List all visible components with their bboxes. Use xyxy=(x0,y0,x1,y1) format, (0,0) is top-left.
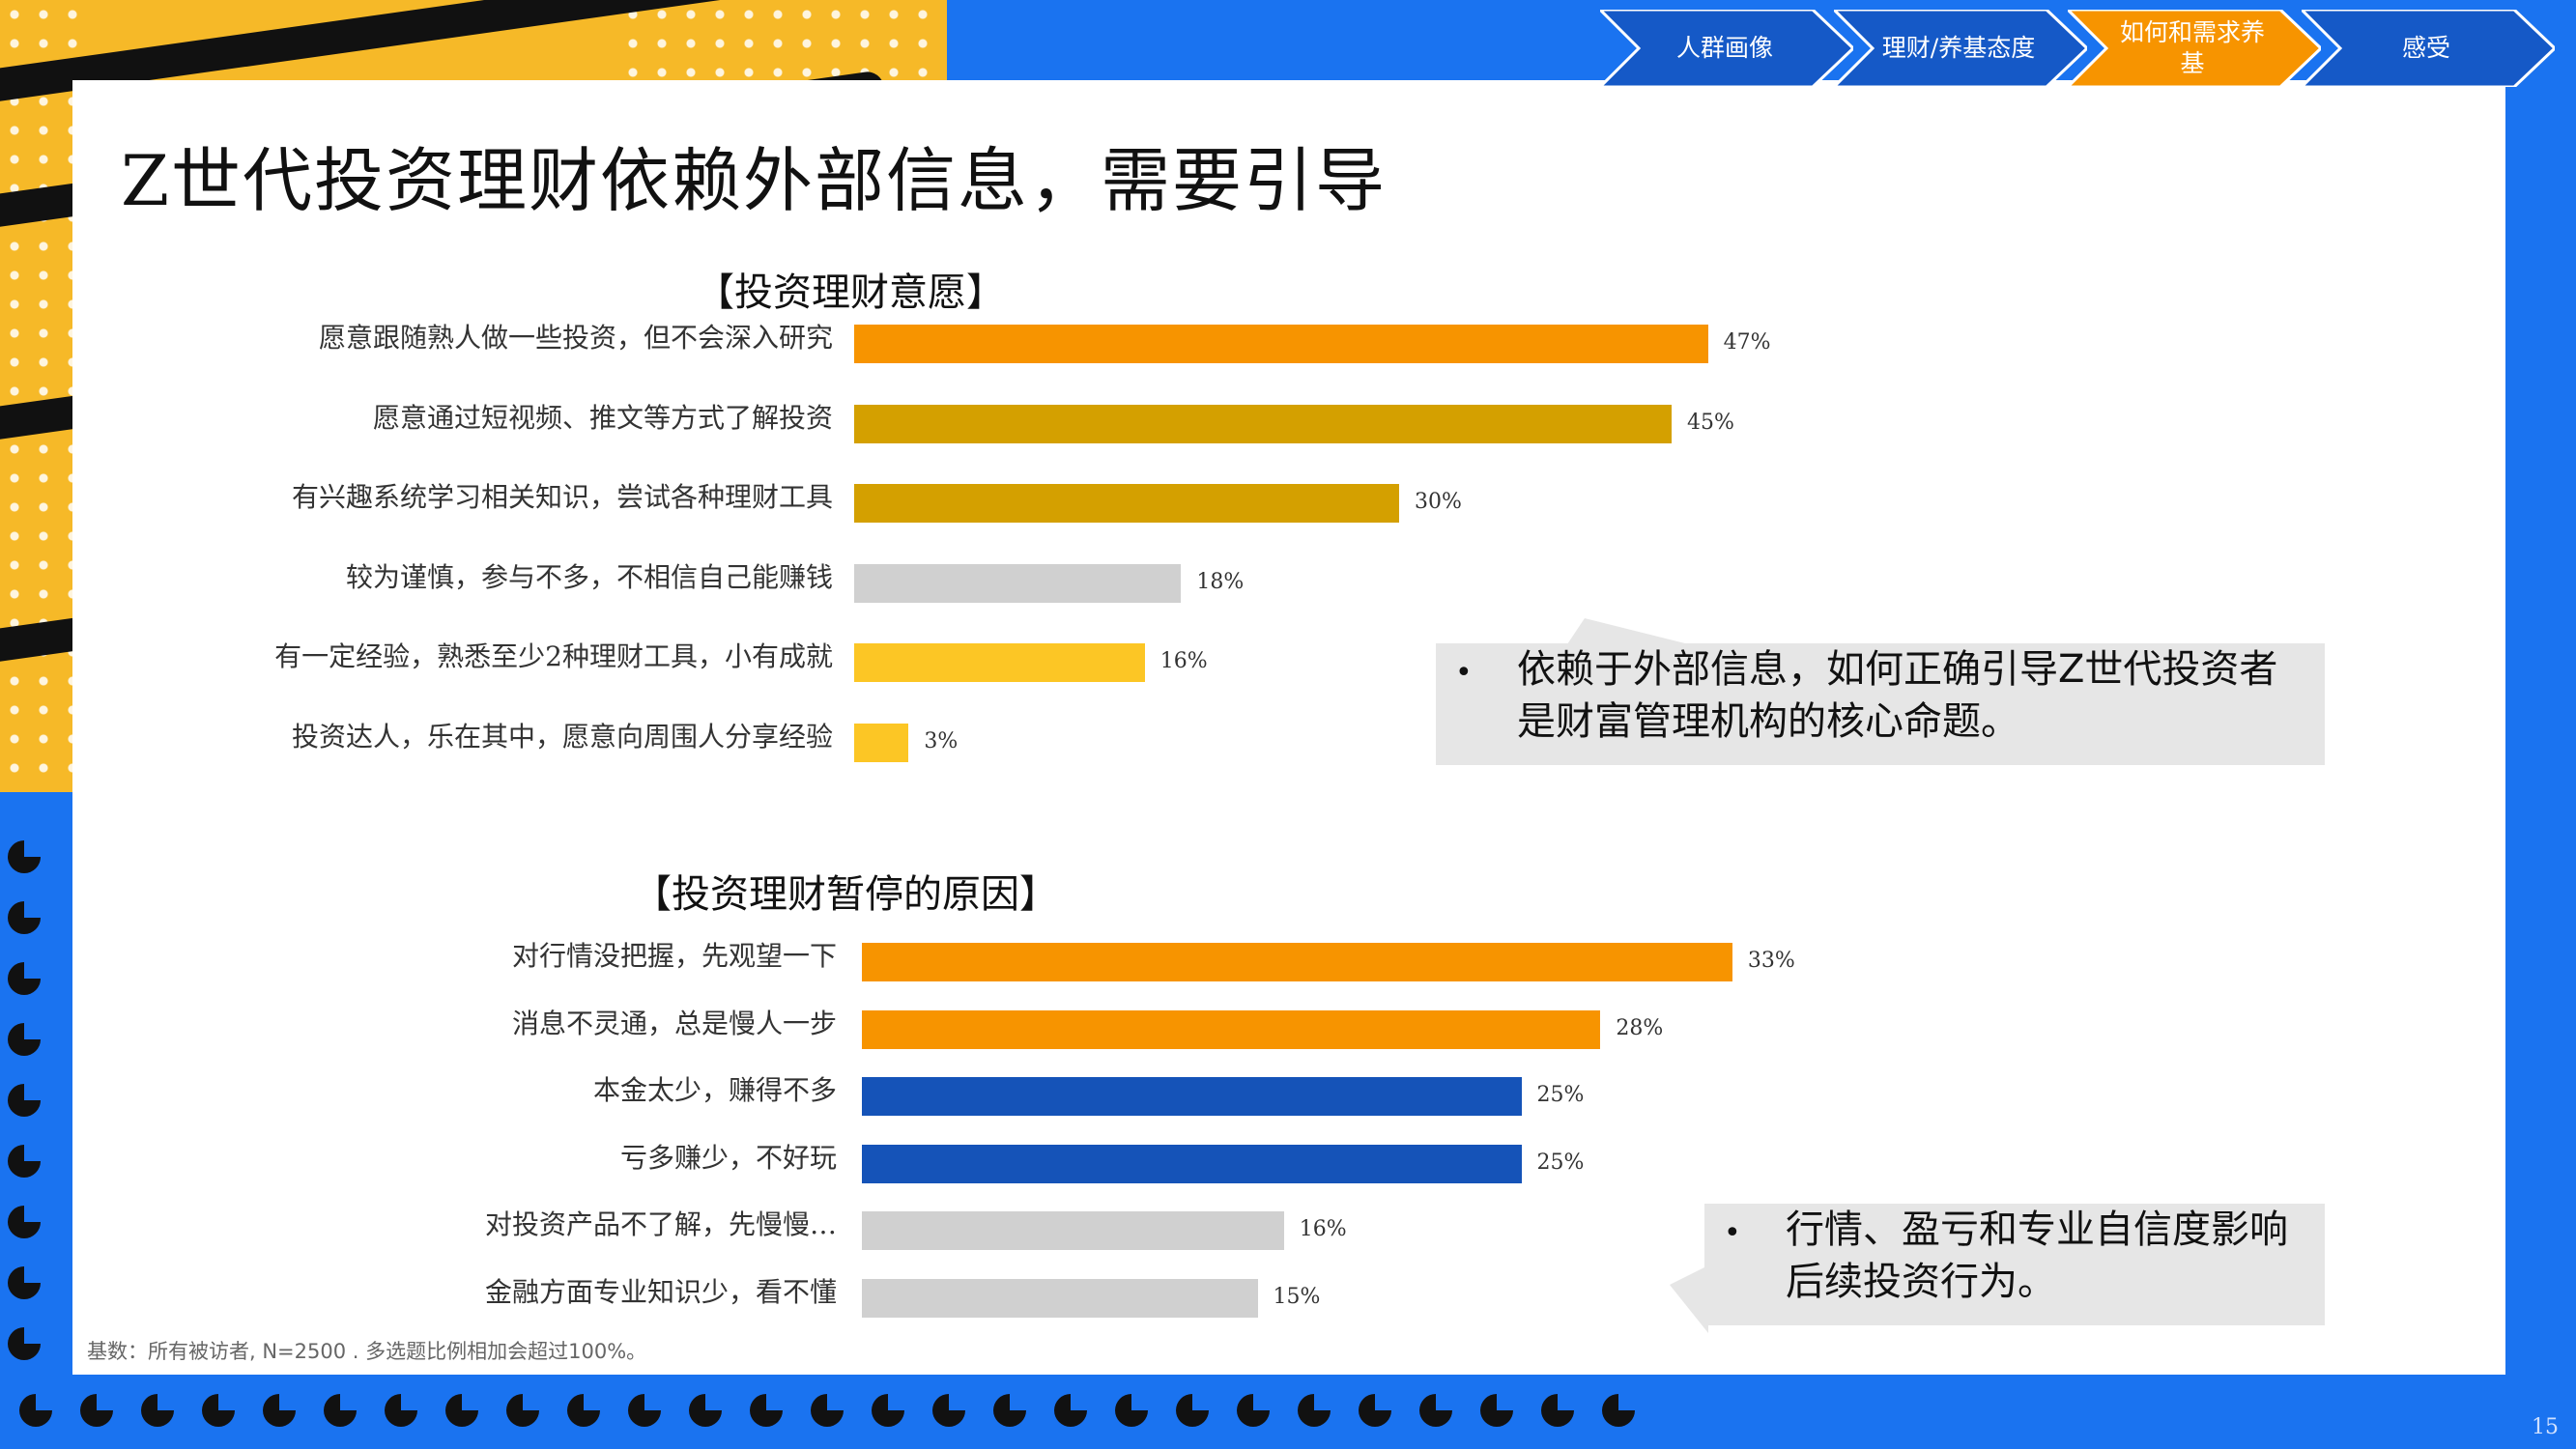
nav-item-persona[interactable]: 人群画像 xyxy=(1600,10,1853,87)
nav-item-attitude[interactable]: 理财/养基态度 xyxy=(1834,10,2087,87)
bar xyxy=(862,943,1732,981)
bar-value-label: 28% xyxy=(1616,1015,1664,1040)
callout-text: 依赖于外部信息，如何正确引导Z世代投资者是财富管理机构的核心命题。 xyxy=(1517,647,2278,744)
callout-text: 行情、盈亏和专业自信度影响后续投资行为。 xyxy=(1786,1208,2288,1304)
callout-pointer xyxy=(1670,1265,1708,1333)
bar-category-label: 本金太少，赚得不多 xyxy=(592,1074,837,1107)
chevron-shape xyxy=(1834,10,2087,87)
page-title: Z世代投资理财依赖外部信息，需要引导 xyxy=(121,140,1388,221)
bar xyxy=(862,1077,1522,1117)
dot-pattern-decoration-top xyxy=(618,0,947,77)
bar-value-label: 33% xyxy=(1747,949,1795,973)
bar-value-label: 45% xyxy=(1687,410,1734,435)
chevron-shape xyxy=(1600,10,1853,87)
bar-category-label: 亏多赚少，不好玩 xyxy=(619,1141,837,1174)
bar xyxy=(854,325,1708,363)
pac-column-decoration xyxy=(8,840,66,1388)
nav-item-how-needs[interactable]: 如何和需求养基 xyxy=(2068,10,2321,87)
bar-category-label: 有一定经验，熟悉至少2种理财工具，小有成就 xyxy=(274,640,833,672)
chart-title: 【投资理财意愿】 xyxy=(696,270,1005,315)
bar-category-label: 有兴趣系统学习相关知识，尝试各种理财工具 xyxy=(291,481,833,513)
bar-value-label: 18% xyxy=(1196,569,1245,594)
callout-pointer xyxy=(1565,618,1701,647)
chevron-shape xyxy=(2068,10,2321,87)
bar xyxy=(862,1279,1258,1318)
bar xyxy=(854,723,909,762)
callout-box-1: • 依赖于外部信息，如何正确引导Z世代投资者是财富管理机构的核心命题。 xyxy=(1436,643,2325,765)
bar-category-label: 较为谨慎，参与不多，不相信自己能赚钱 xyxy=(345,560,833,593)
bullet: • xyxy=(1455,656,1473,690)
bar-value-label: 25% xyxy=(1536,1150,1585,1175)
bar-category-label: 金融方面专业知识少，看不懂 xyxy=(484,1276,837,1308)
bar-category-label: 消息不灵通，总是慢人一步 xyxy=(511,1007,837,1039)
section-nav: 人群画像 理财/养基态度 如何和需求养基 感受 xyxy=(1600,10,2555,87)
bar xyxy=(862,1211,1284,1251)
bar xyxy=(854,484,1399,523)
bar xyxy=(862,1144,1522,1183)
callout-box-2: • 行情、盈亏和专业自信度影响后续投资行为。 xyxy=(1704,1204,2325,1325)
bar-category-label: 投资达人，乐在其中，愿意向周围人分享经验 xyxy=(291,720,833,753)
bar-value-label: 25% xyxy=(1536,1083,1585,1108)
nav-item-label: 如何和需求养基 xyxy=(2119,18,2265,77)
base-note: 基数：所有被访者, N=2500 . 多选题比例相加会超过100%。 xyxy=(87,1340,647,1363)
bar-value-label: 16% xyxy=(1159,649,1208,673)
bar xyxy=(854,404,1672,443)
chevron-shape xyxy=(2302,10,2555,87)
bar-category-label: 愿意通过短视频、推文等方式了解投资 xyxy=(372,401,833,434)
bar xyxy=(854,563,1182,603)
nav-item-feelings[interactable]: 感受 xyxy=(2302,10,2555,87)
nav-item-label: 理财/养基态度 xyxy=(1881,34,2036,62)
nav-item-label: 感受 xyxy=(2401,34,2450,62)
nav-item-label: 人群画像 xyxy=(1675,34,1773,62)
pac-row-decoration xyxy=(19,1394,1635,1427)
bar-value-label: 3% xyxy=(924,728,959,753)
bar xyxy=(854,643,1145,682)
bullet: • xyxy=(1724,1216,1741,1250)
bar-category-label: 对投资产品不了解，先慢慢… xyxy=(484,1208,837,1241)
bar-value-label: 15% xyxy=(1273,1285,1321,1309)
bar-category-label: 愿意跟随熟人做一些投资，但不会深入研究 xyxy=(318,322,833,354)
bar-value-label: 16% xyxy=(1299,1217,1347,1242)
page-number: 15 xyxy=(2532,1415,2559,1439)
bar-value-label: 30% xyxy=(1415,490,1462,514)
bar-category-label: 对行情没把握，先观望一下 xyxy=(511,940,837,972)
bar-value-label: 47% xyxy=(1723,330,1771,355)
bar xyxy=(862,1009,1601,1049)
chart-title: 【投资理财暂停的原因】 xyxy=(633,872,1058,917)
